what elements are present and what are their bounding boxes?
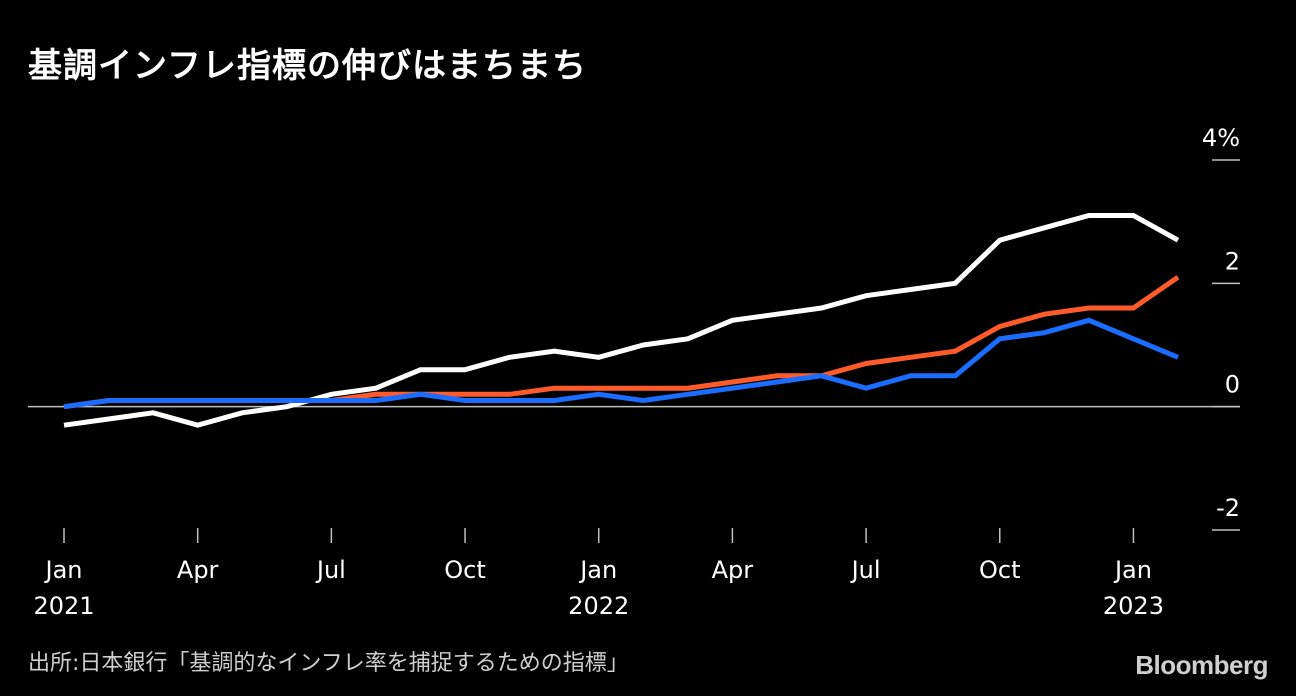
x-tick-year-label: 2023 [1103, 592, 1164, 620]
x-tick-month-label: Oct [979, 556, 1021, 584]
x-tick-month-label: Apr [177, 556, 219, 584]
series-line-0 [63, 213, 1180, 428]
x-tick-month-label: Jan [44, 556, 83, 584]
bloomberg-logo: Bloomberg [1135, 650, 1268, 680]
series-line-2 [63, 317, 1179, 410]
series-line-1 [63, 275, 1180, 410]
x-tick-month-label: Jul [850, 556, 881, 584]
chart-title: 基調インフレ指標の伸びはまちまち [28, 46, 587, 86]
source-note: 出所:日本銀行「基調的なインフレ率を捕捉するための指標」 [28, 651, 629, 676]
x-tick-month-label: Apr [712, 556, 754, 584]
x-tick-year-label: 2022 [568, 592, 629, 620]
x-tick-month-label: Jan [1113, 556, 1152, 584]
y-tick-label: 0 [1225, 371, 1240, 399]
x-tick-year-label: 2021 [33, 592, 94, 620]
x-tick-month-label: Jan [578, 556, 617, 584]
y-axis: 4% 2 0 -2 [28, 124, 1240, 531]
x-tick-month-label: Oct [444, 556, 486, 584]
series-layer [63, 213, 1180, 428]
y-tick-label: 4% [1202, 124, 1240, 152]
y-tick-label: 2 [1225, 247, 1240, 275]
x-tick-month-label: Jul [315, 556, 346, 584]
x-axis: Jan 2021 Apr Jul Oct Jan 2022 Apr Jul Oct Jan 2023 [33, 528, 1164, 620]
y-tick-label: -2 [1216, 494, 1240, 522]
